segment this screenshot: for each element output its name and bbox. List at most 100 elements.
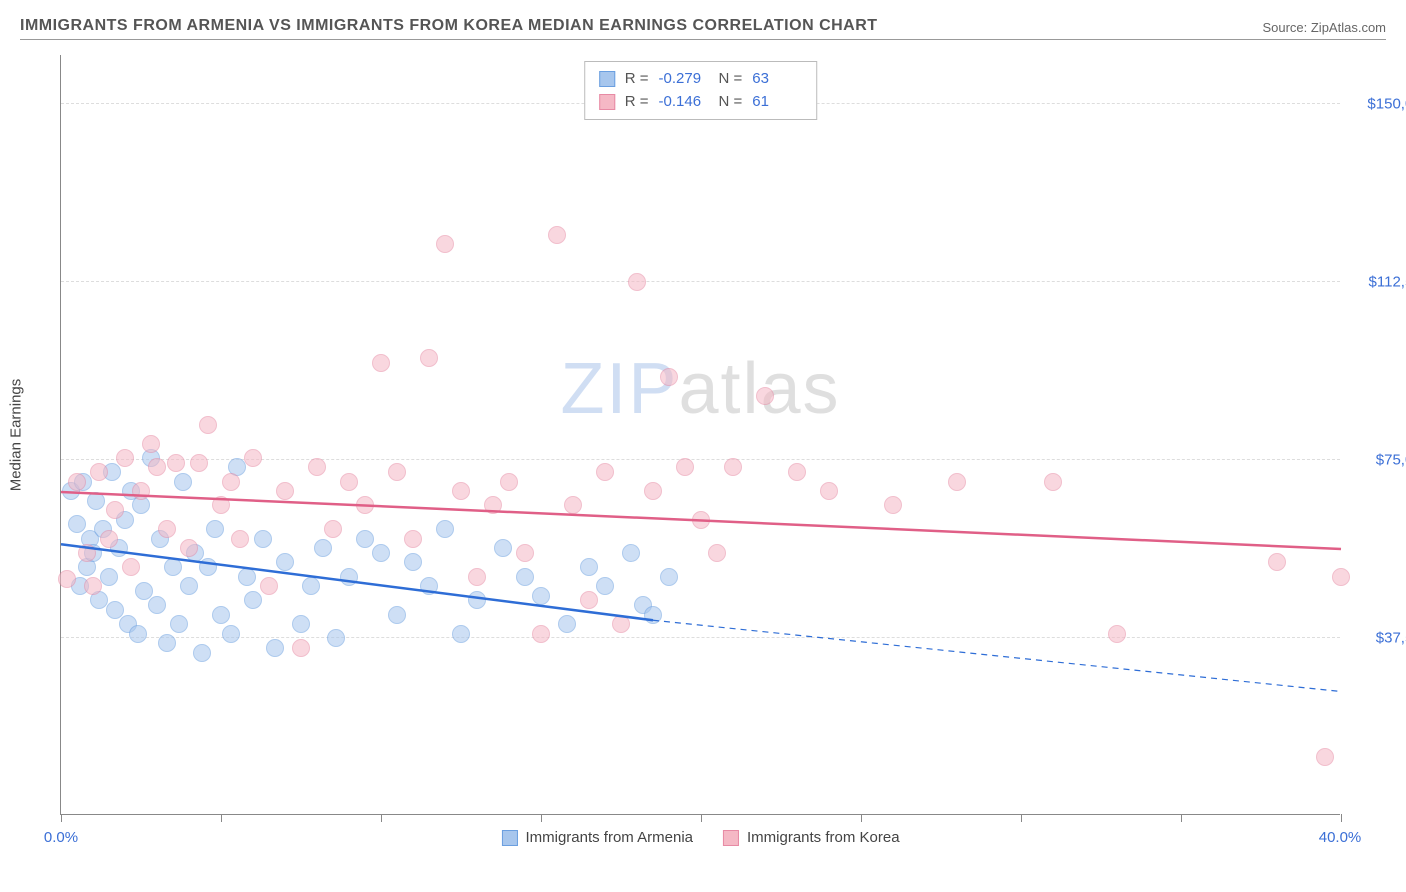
scatter-point (87, 492, 105, 510)
scatter-point (170, 615, 188, 633)
y-tick-label: $150,000 (1350, 95, 1406, 112)
scatter-point (164, 558, 182, 576)
scatter-point (1044, 473, 1062, 491)
scatter-point (516, 568, 534, 586)
scatter-point (516, 544, 534, 562)
scatter-point (158, 520, 176, 538)
x-tick-label-max: 40.0% (1319, 829, 1362, 846)
scatter-point (532, 587, 550, 605)
scatter-point (596, 577, 614, 595)
scatter-point (558, 615, 576, 633)
stats-row-armenia: R = -0.279 N = 63 (599, 68, 803, 91)
legend-swatch-armenia (501, 830, 517, 846)
scatter-point (142, 435, 160, 453)
scatter-point (372, 354, 390, 372)
scatter-point (628, 273, 646, 291)
scatter-point (1332, 568, 1350, 586)
scatter-point (436, 520, 454, 538)
scatter-point (372, 544, 390, 562)
scatter-point (244, 449, 262, 467)
scatter-point (324, 520, 342, 538)
scatter-point (622, 544, 640, 562)
scatter-point (596, 463, 614, 481)
scatter-point (106, 501, 124, 519)
scatter-point (676, 458, 694, 476)
scatter-point (190, 454, 208, 472)
gridline-h: $112,500 (61, 281, 1340, 282)
scatter-point (404, 530, 422, 548)
stat-n-label: N = (719, 91, 743, 114)
scatter-point (327, 629, 345, 647)
scatter-point (468, 568, 486, 586)
x-tick (541, 814, 542, 822)
x-tick (221, 814, 222, 822)
scatter-point (644, 606, 662, 624)
scatter-point (724, 458, 742, 476)
chart-plot-area: Median Earnings ZIPatlas $37,500$75,000$… (60, 55, 1340, 815)
legend-swatch-korea (723, 830, 739, 846)
scatter-point (90, 463, 108, 481)
scatter-point (420, 577, 438, 595)
x-tick (381, 814, 382, 822)
scatter-point (1316, 748, 1334, 766)
scatter-point (500, 473, 518, 491)
swatch-korea (599, 94, 615, 110)
scatter-point (314, 539, 332, 557)
scatter-point (212, 606, 230, 624)
x-tick (861, 814, 862, 822)
scatter-point (388, 463, 406, 481)
scatter-point (948, 473, 966, 491)
stat-n-label: N = (719, 68, 743, 91)
scatter-point (266, 639, 284, 657)
scatter-point (1108, 625, 1126, 643)
scatter-point (708, 544, 726, 562)
scatter-point (222, 473, 240, 491)
stat-r-value-korea: -0.146 (659, 91, 709, 114)
x-tick (61, 814, 62, 822)
scatter-point (276, 553, 294, 571)
scatter-point (452, 625, 470, 643)
stats-legend-box: R = -0.279 N = 63 R = -0.146 N = 61 (584, 61, 818, 120)
scatter-point (612, 615, 630, 633)
legend-bottom: Immigrants from Armenia Immigrants from … (501, 829, 899, 846)
scatter-point (122, 558, 140, 576)
source-attribution: Source: ZipAtlas.com (1262, 20, 1386, 35)
scatter-point (452, 482, 470, 500)
scatter-point (78, 544, 96, 562)
scatter-point (231, 530, 249, 548)
scatter-point (788, 463, 806, 481)
scatter-point (660, 368, 678, 386)
scatter-point (302, 577, 320, 595)
title-bar: IMMIGRANTS FROM ARMENIA VS IMMIGRANTS FR… (20, 10, 1386, 40)
stat-r-label: R = (625, 68, 649, 91)
scatter-point (420, 349, 438, 367)
scatter-point (180, 577, 198, 595)
y-tick-label: $112,500 (1350, 273, 1406, 290)
scatter-point (884, 496, 902, 514)
y-axis-title: Median Earnings (8, 378, 25, 491)
x-tick (1341, 814, 1342, 822)
legend-item-korea: Immigrants from Korea (723, 829, 900, 846)
scatter-point (222, 625, 240, 643)
scatter-point (580, 558, 598, 576)
scatter-point (340, 568, 358, 586)
scatter-point (260, 577, 278, 595)
scatter-point (756, 387, 774, 405)
scatter-point (436, 235, 454, 253)
gridline-h: $37,500 (61, 637, 1340, 638)
watermark: ZIPatlas (560, 348, 840, 430)
scatter-point (180, 539, 198, 557)
scatter-point (244, 591, 262, 609)
chart-title: IMMIGRANTS FROM ARMENIA VS IMMIGRANTS FR… (20, 17, 878, 35)
scatter-point (404, 553, 422, 571)
y-tick-label: $75,000 (1350, 451, 1406, 468)
scatter-point (206, 520, 224, 538)
scatter-point (340, 473, 358, 491)
scatter-point (468, 591, 486, 609)
scatter-point (84, 577, 102, 595)
stat-r-label: R = (625, 91, 649, 114)
scatter-point (174, 473, 192, 491)
scatter-point (199, 558, 217, 576)
scatter-point (356, 530, 374, 548)
scatter-point (494, 539, 512, 557)
